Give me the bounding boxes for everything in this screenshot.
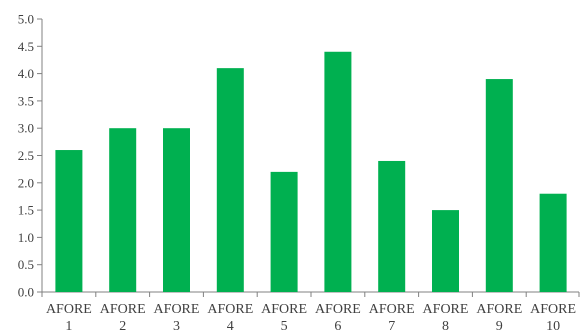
x-tick-label-line: AFORE [423,302,469,317]
bar [216,68,244,292]
x-tick-label-line: 9 [496,319,503,334]
x-tick-label-line: AFORE [100,302,146,317]
x-tick-label-line: AFORE [207,302,253,317]
bar [485,79,513,292]
x-tick-label-line: AFORE [154,302,200,317]
x-tick-label: AFORE 9 [476,302,522,334]
x-tick-label-line: AFORE [476,302,522,317]
x-tick-label-line: 8 [442,319,449,334]
x-tick-label-line: 5 [281,319,288,334]
x-tick-label: AFORE 3 [154,302,200,334]
y-tick-label: 5.0 [18,12,34,27]
y-tick-label: 4.5 [18,39,34,54]
bar [539,193,567,292]
x-tick-label: AFORE 1 [46,302,92,334]
y-tick-label: 1.5 [18,203,34,218]
x-tick-label: AFORE 7 [369,302,415,334]
bar [432,210,459,292]
y-tick-label: 3.5 [18,93,34,108]
x-tick-label-line: AFORE [315,302,361,317]
x-tick-label: AFORE 5 [261,302,307,334]
x-tick-label-line: AFORE [369,302,415,317]
y-tick-label: 2.5 [18,148,34,163]
x-tick-label: AFORE 10 [530,302,576,334]
x-tick-label: AFORE 2 [100,302,146,334]
bar [163,128,190,292]
y-tick-label: 1.0 [18,230,34,245]
x-tick-label-line: 3 [173,319,180,334]
x-tick-label-line: 10 [546,319,560,334]
x-tick-label-line: 2 [119,319,126,334]
x-tick-label: AFORE 8 [423,302,469,334]
x-tick-label-line: 7 [388,319,395,334]
y-axis: 0.0 0.5 1.0 1.5 2.0 2.5 3.0 3.5 4.0 4.5 5.0 [18,12,43,300]
x-tick-label-line: AFORE [530,302,576,317]
x-tick-label-line: 4 [227,319,234,334]
y-tick-label: 0.0 [18,285,34,300]
bar [270,171,298,292]
x-tick-label: AFORE 6 [315,302,361,334]
bar [324,51,352,293]
bar [378,160,406,292]
bar [55,150,83,292]
y-tick-label: 2.0 [18,175,34,190]
y-tick-label: 4.0 [18,66,34,81]
x-tick-label: AFORE 4 [207,302,253,334]
x-tick-label-line: AFORE [46,302,92,317]
x-tick-label-line: 1 [65,319,72,334]
x-tick-label-line: 6 [334,319,341,334]
bar [109,128,137,292]
y-tick-label: 3.0 [18,121,34,136]
bars [55,51,567,293]
x-tick-label-line: AFORE [261,302,307,317]
y-tick-label: 0.5 [18,257,34,272]
